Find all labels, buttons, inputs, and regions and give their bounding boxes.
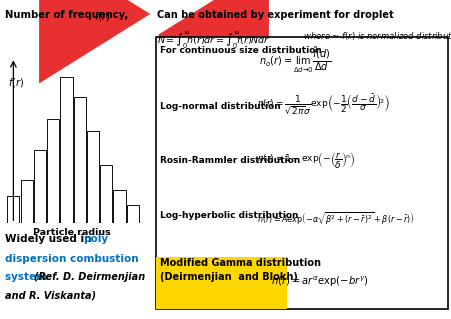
Text: Particle radius: Particle radius <box>33 228 111 237</box>
Text: where ~ $f(r)$ is normalized distribution: where ~ $f(r)$ is normalized distributio… <box>298 30 451 42</box>
Bar <box>100 165 112 223</box>
Text: $n(r) = \dfrac{1}{\sqrt{2\pi}\sigma}\exp\!\left(-\dfrac{1}{2}\left(\dfrac{d-\bar: $n(r) = \dfrac{1}{\sqrt{2\pi}\sigma}\exp… <box>257 93 391 116</box>
Text: dispersion combustion: dispersion combustion <box>5 254 139 263</box>
Bar <box>74 97 86 223</box>
Text: For continuous size distribution: For continuous size distribution <box>160 46 322 55</box>
Text: $f(r)$: $f(r)$ <box>94 10 111 23</box>
Text: and R. Viskanta): and R. Viskanta) <box>5 290 97 300</box>
Text: $n_o(r) = \lim_{\Delta d \to 0} \dfrac{\tilde{f}(d)}{\Delta d}$: $n_o(r) = \lim_{\Delta d \to 0} \dfrac{\… <box>259 46 332 75</box>
Text: $N = \int_0^{\infty}\!\! n(r)dr = \int_0^{\infty}\!\! f(r)Ndr$: $N = \int_0^{\infty}\!\! n(r)dr = \int_0… <box>157 30 270 51</box>
Bar <box>113 189 125 223</box>
Text: system: system <box>5 272 51 282</box>
Text: $n(r) = 1-\exp\!\left(-\left(\dfrac{r}{\delta}\right)^{\!n}\right)$: $n(r) = 1-\exp\!\left(-\left(\dfrac{r}{\… <box>257 150 355 170</box>
Text: (Ref. D. Deirmenjian: (Ref. D. Deirmenjian <box>34 272 146 282</box>
Bar <box>47 119 59 223</box>
Text: $f(r)$: $f(r)$ <box>8 76 24 89</box>
Bar <box>127 205 139 223</box>
Bar <box>21 180 33 223</box>
Bar <box>60 78 73 223</box>
Bar <box>34 150 46 223</box>
Text: Can be obtained by experiment for droplet: Can be obtained by experiment for drople… <box>157 10 394 20</box>
Text: $n(r) = ar^{\alpha}\exp\!\left(-br^{\gamma}\right)$: $n(r) = ar^{\alpha}\exp\!\left(-br^{\gam… <box>271 275 368 289</box>
Text: Widely used in: Widely used in <box>5 234 96 244</box>
Bar <box>7 196 19 223</box>
Text: Rosin-Rammler distribution: Rosin-Rammler distribution <box>160 156 300 165</box>
Bar <box>87 131 99 223</box>
Text: $n(r) = A\exp\!\left(-\alpha\sqrt{\beta^2+(r-\bar{r})^2}+\beta(r-\bar{r})\right): $n(r) = A\exp\!\left(-\alpha\sqrt{\beta^… <box>257 211 415 228</box>
Text: Log-normal distribution: Log-normal distribution <box>160 102 281 111</box>
Text: poly: poly <box>83 234 109 244</box>
Text: Modified Gamma distribution
(Deirmenjian  and Blokh): Modified Gamma distribution (Deirmenjian… <box>160 258 321 282</box>
Text: Log-hyperbolic distribution: Log-hyperbolic distribution <box>160 211 299 219</box>
Text: Number of frequency,: Number of frequency, <box>5 10 129 20</box>
